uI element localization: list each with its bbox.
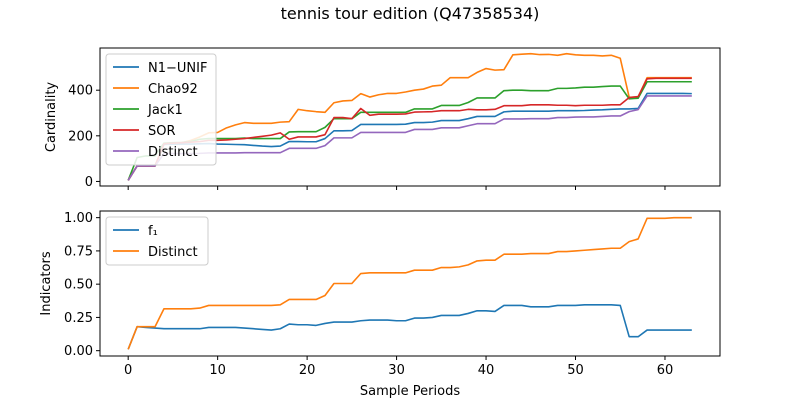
legend-label: Distinct	[148, 145, 198, 160]
y-axis-label: Cardinality	[44, 82, 59, 153]
figure-title: tennis tour edition (Q47358534)	[281, 4, 540, 23]
legend-label: f₁	[148, 224, 158, 239]
legend: N1−UNIF Chao92 Jack1 SOR Distinct	[105, 53, 217, 166]
plot-frame	[99, 47, 721, 187]
legend-label: Jack1	[147, 103, 183, 118]
plot-frame	[99, 210, 721, 357]
x-tick-label: 30	[388, 363, 405, 378]
chart-panel-1: 0 200 400 Cardinality N1−UNIF Chao92 Jack1 SOR D…	[44, 47, 721, 190]
y-tick-label: 0	[85, 175, 93, 190]
series-line-2	[127, 216, 692, 350]
panels: 0200400CardinalityN1−UNIFChao92Jack1SORD…	[39, 47, 721, 378]
y-axis-label: Indicators	[39, 251, 54, 315]
y-tick-label: 400	[68, 84, 93, 99]
x-tick-label: 50	[567, 363, 584, 378]
series-line-3	[127, 80, 692, 181]
legend-box	[105, 216, 209, 266]
legend-label: Distinct	[148, 245, 198, 260]
chart-panel-2: 0 10 20 30 40 50 60 0.00 0.25 0.50 0.75 1.00 Indicat…	[39, 210, 721, 378]
y-tick-label: 0.50	[64, 278, 93, 293]
x-tick-label: 20	[299, 363, 316, 378]
series-line-4	[127, 77, 692, 181]
series-line-1	[127, 303, 692, 350]
series-line-2	[127, 52, 692, 181]
legend: f₁ Distinct	[105, 216, 209, 266]
y-tick-label: 200	[68, 129, 93, 144]
series-line-1	[127, 92, 692, 181]
legend-label: N1−UNIF	[148, 61, 207, 76]
legend-label: SOR	[148, 124, 176, 139]
y-tick-label: 0.75	[64, 244, 93, 259]
x-tick-label: 0	[124, 363, 132, 378]
series-line-5	[127, 95, 692, 181]
x-tick-label: 40	[478, 363, 495, 378]
x-axis-label: Sample Periods	[360, 384, 460, 399]
legend-box	[105, 53, 217, 166]
x-tick-label: 10	[209, 363, 226, 378]
y-tick-label: 0.25	[64, 311, 93, 326]
y-tick-label: 0.00	[64, 344, 93, 359]
legend-label: Chao92	[148, 82, 198, 97]
x-tick-label: 60	[657, 363, 674, 378]
y-tick-label: 1.00	[64, 211, 93, 226]
